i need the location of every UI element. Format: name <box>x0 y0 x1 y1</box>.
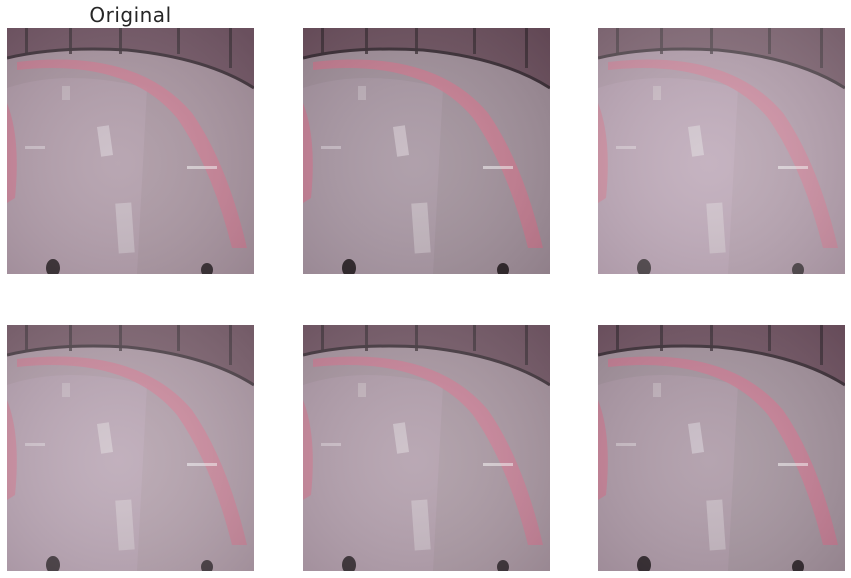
vignette <box>598 325 845 571</box>
image-panel-augmented-2 <box>598 28 845 274</box>
panel-title-original: Original <box>89 3 172 27</box>
scene-image <box>7 325 254 571</box>
scene-image <box>303 325 550 571</box>
vignette <box>303 325 550 571</box>
scene-image <box>598 325 845 571</box>
vignette <box>7 325 254 571</box>
image-panel-original <box>7 28 254 274</box>
image-panel-augmented-1 <box>303 28 550 274</box>
scene-image <box>7 28 254 274</box>
image-panel-augmented-3 <box>7 325 254 571</box>
image-panel-augmented-4 <box>303 325 550 571</box>
scene-image <box>598 28 845 274</box>
vignette <box>303 28 550 274</box>
vignette <box>598 28 845 274</box>
image-panel-augmented-5 <box>598 325 845 571</box>
vignette <box>7 28 254 274</box>
scene-image <box>303 28 550 274</box>
